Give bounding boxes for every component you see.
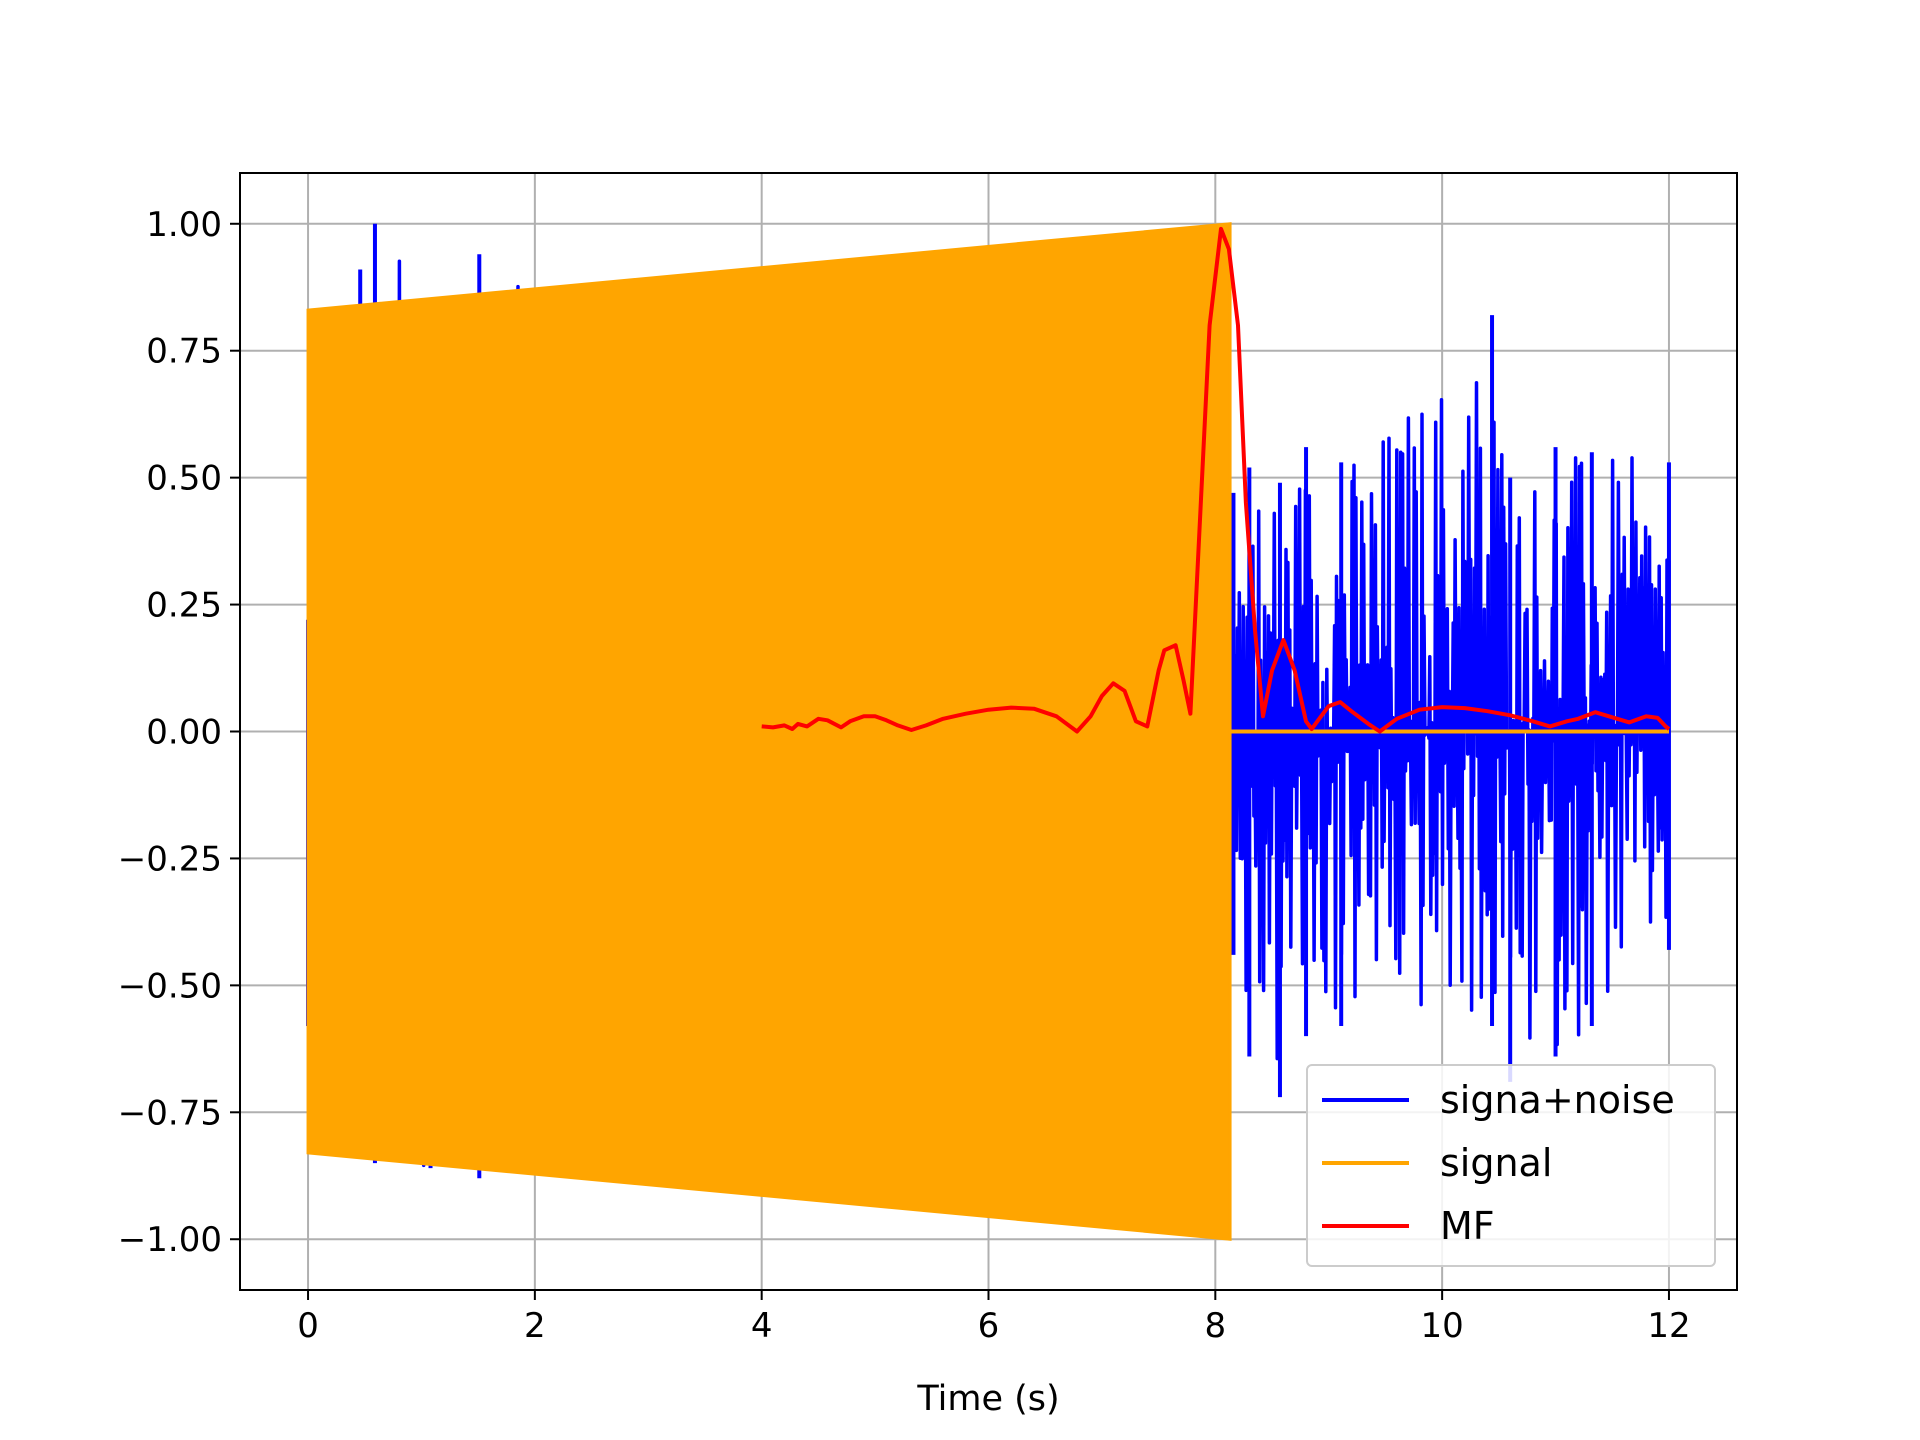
series-layer bbox=[306, 222, 1671, 1241]
y-tick-label: −0.75 bbox=[118, 1093, 222, 1133]
y-tick-label: 0.75 bbox=[146, 332, 222, 372]
axis-ticks: 0 2 4 6 8 10 12 1.00 0.75 0.50 0.25 0.00 −0.25 −0.50 −… bbox=[118, 205, 1691, 1346]
x-axis-label: Time (s) bbox=[916, 1379, 1059, 1419]
x-tick-label: 2 bbox=[524, 1306, 546, 1346]
y-tick-label: −0.50 bbox=[118, 966, 222, 1006]
series-mf bbox=[761, 226, 1671, 734]
x-tick-label: 4 bbox=[751, 1306, 773, 1346]
series-signal bbox=[306, 222, 1669, 1241]
y-tick-label: −1.00 bbox=[118, 1220, 222, 1260]
legend-box bbox=[1306, 1064, 1716, 1267]
y-tick-label: 0.00 bbox=[146, 713, 222, 753]
legend-label: signal bbox=[1440, 1141, 1552, 1185]
x-tick-label: 12 bbox=[1647, 1306, 1690, 1346]
legend: signa+noise signal MF bbox=[1306, 1064, 1716, 1267]
signal-envelope bbox=[306, 222, 1232, 1241]
y-tick-label: 1.00 bbox=[146, 205, 222, 245]
y-tick-label: −0.25 bbox=[118, 839, 222, 879]
x-tick-label: 8 bbox=[1204, 1306, 1226, 1346]
x-tick-label: 6 bbox=[978, 1306, 1000, 1346]
mf-line bbox=[761, 226, 1671, 734]
x-tick-label: 0 bbox=[297, 1306, 319, 1346]
legend-label: signa+noise bbox=[1440, 1078, 1675, 1122]
legend-label: MF bbox=[1440, 1204, 1495, 1248]
y-tick-label: 0.25 bbox=[146, 586, 222, 626]
y-tick-label: 0.50 bbox=[146, 459, 222, 499]
x-tick-label: 10 bbox=[1421, 1306, 1464, 1346]
